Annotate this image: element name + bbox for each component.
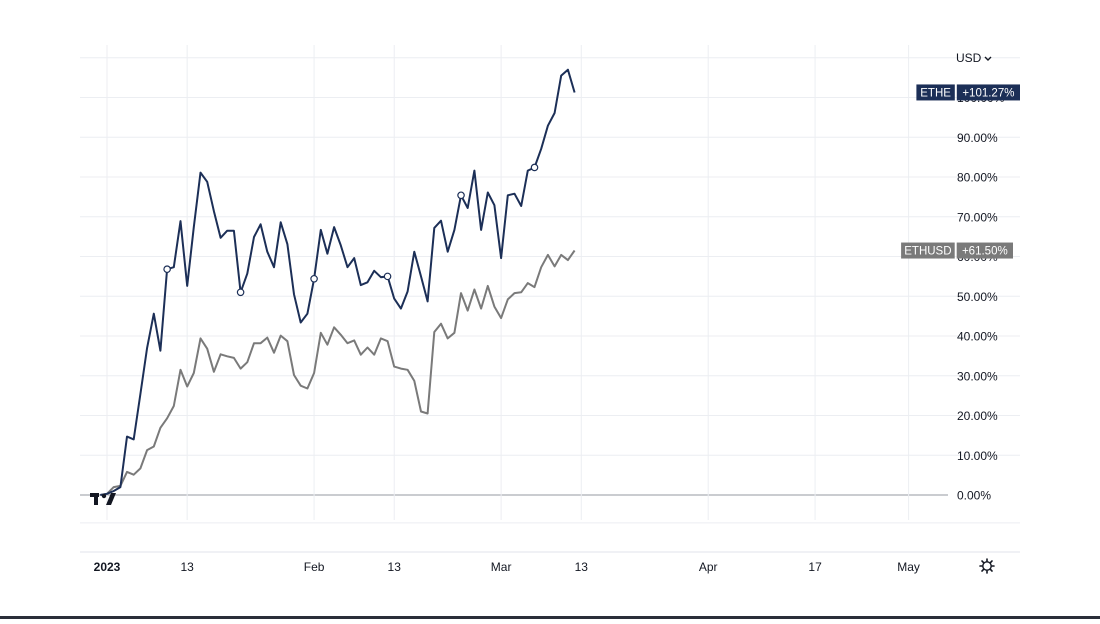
chevron-down-icon [984,56,992,61]
x-tick-label: Mar [491,560,512,574]
data-marker [383,272,392,281]
x-axis: 2023 13 Feb 13 Mar 13 Apr 17 May [80,551,1020,574]
badge-name-bg [916,84,955,101]
y-tick-label: 20.00% [957,409,998,423]
y-tick-label: 80.00% [957,171,998,185]
x-tick-label: 17 [808,560,822,574]
series-line-ethe [100,68,576,496]
y-tick-label: 90.00% [957,131,998,145]
x-tick-label: 13 [388,560,402,574]
marker-layer [163,163,539,297]
data-marker [163,265,171,274]
series-layer [100,68,576,496]
badge-last-value: +61.50% [962,246,1008,258]
data-marker [310,274,318,283]
grid-layer [80,45,1020,524]
badge-last-value: +101.27% [962,87,1014,99]
badge-value-bg [956,242,1013,259]
x-tick-label: Apr [699,560,718,574]
badge-name-bg [901,242,955,259]
x-tick-label: Feb [304,560,325,574]
y-tick-label: 30.00% [957,369,998,383]
data-marker [457,191,465,200]
badge-ethe: ETHE +101.27% [916,84,1020,101]
last-value-badges: ETHE +101.27% ETHUSD +61.50% [901,84,1020,259]
x-tick-label: 13 [180,560,194,574]
x-tick-label: 2023 [94,560,121,574]
series-line-ethusd [100,249,576,496]
data-marker [236,288,245,297]
y-tick-label: 70.00% [957,210,998,224]
y-tick-label: 10.00% [957,449,998,463]
y-tick-label: 50.00% [957,290,998,304]
badge-value-bg [956,84,1020,101]
gear-icon[interactable] [979,558,995,574]
badge-series-name: ETHE [920,87,951,99]
tradingview-logo-icon [90,493,116,505]
data-marker [530,163,539,172]
x-tick-label: 13 [575,560,589,574]
currency-label: USD [956,51,982,65]
y-tick-label: 0.00% [957,489,991,503]
bottom-border [0,616,1100,619]
currency-selector[interactable]: USD [956,51,992,65]
y-axis: 0.00%10.00%20.00%30.00%40.00%50.00%60.00… [957,91,1005,503]
y-tick-label: 40.00% [957,330,998,344]
x-tick-label: May [897,560,920,574]
badge-series-name: ETHUSD [904,246,951,258]
badge-ethusd: ETHUSD +61.50% [901,242,1013,259]
